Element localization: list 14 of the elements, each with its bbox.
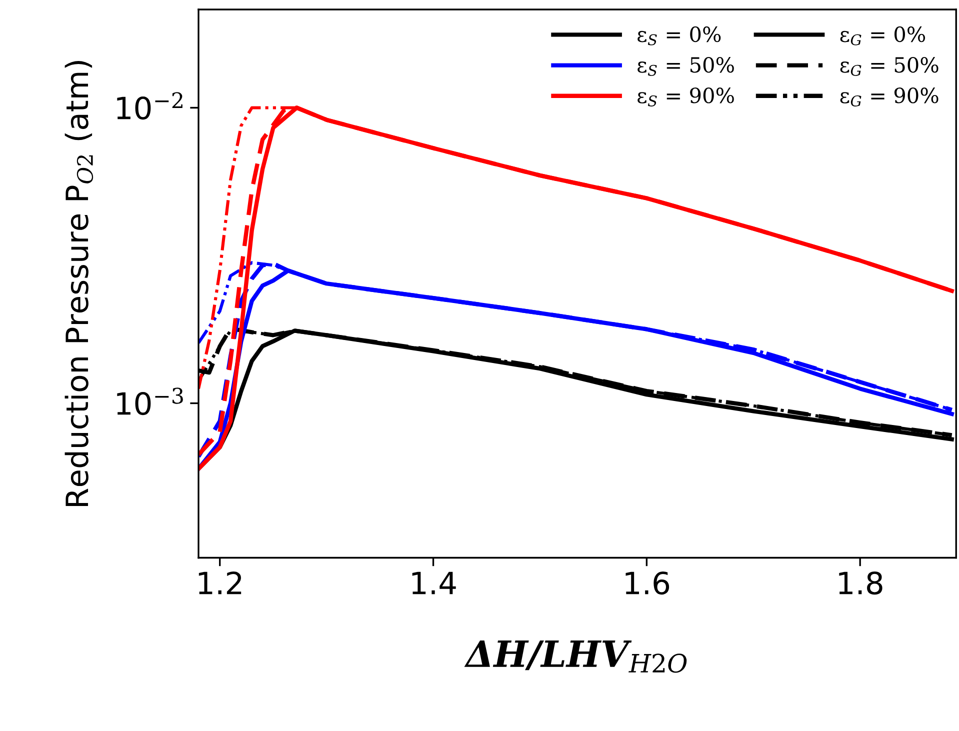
- annotation: ε$_{S}$ = 0%: [638, 26, 721, 46]
- x-axis-title: ΔH/LHV$_{H2O}$: [464, 640, 687, 673]
- x-tick-label: 1.4: [412, 572, 456, 594]
- annotation: ε$_{G}$ = 0%: [840, 26, 926, 46]
- y-axis-title: Reduction Pressure P$_{O2}$ (atm): [64, 61, 94, 506]
- y-tick-label: 10$^{−2}$: [117, 92, 182, 120]
- annotation: ε$_{G}$ = 90%: [840, 88, 938, 106]
- x-tick-label: 1.8: [839, 571, 882, 595]
- y-tick-label: 10$^{−3}$: [117, 388, 183, 416]
- x-tick-label: 1.2: [198, 571, 242, 594]
- x-tick-label: 1.6: [626, 571, 670, 595]
- annotation: ε$_{S}$ = 90%: [638, 88, 734, 106]
- annotation: ε$_{S}$ = 50%: [638, 56, 734, 76]
- annotation: ε$_{G}$ = 50%: [840, 56, 938, 76]
